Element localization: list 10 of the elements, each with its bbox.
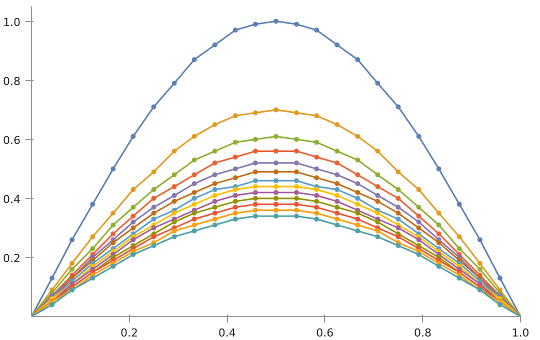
y-tick-label: 1.0 <box>3 16 21 29</box>
x-tick-label: 1.0 <box>512 326 530 340</box>
x-tick-label: 0.6 <box>316 326 334 340</box>
y-tick-label: 0.4 <box>3 192 21 206</box>
x-tick-label: 0.2 <box>120 326 138 340</box>
x-tick-label: 0.4 <box>218 326 236 340</box>
y-tick-label: 0.2 <box>3 252 21 265</box>
x-tick-label: 0.8 <box>414 326 432 340</box>
y-tick-label: 0.8 <box>3 74 21 88</box>
y-tick-label: 0.6 <box>3 134 21 147</box>
